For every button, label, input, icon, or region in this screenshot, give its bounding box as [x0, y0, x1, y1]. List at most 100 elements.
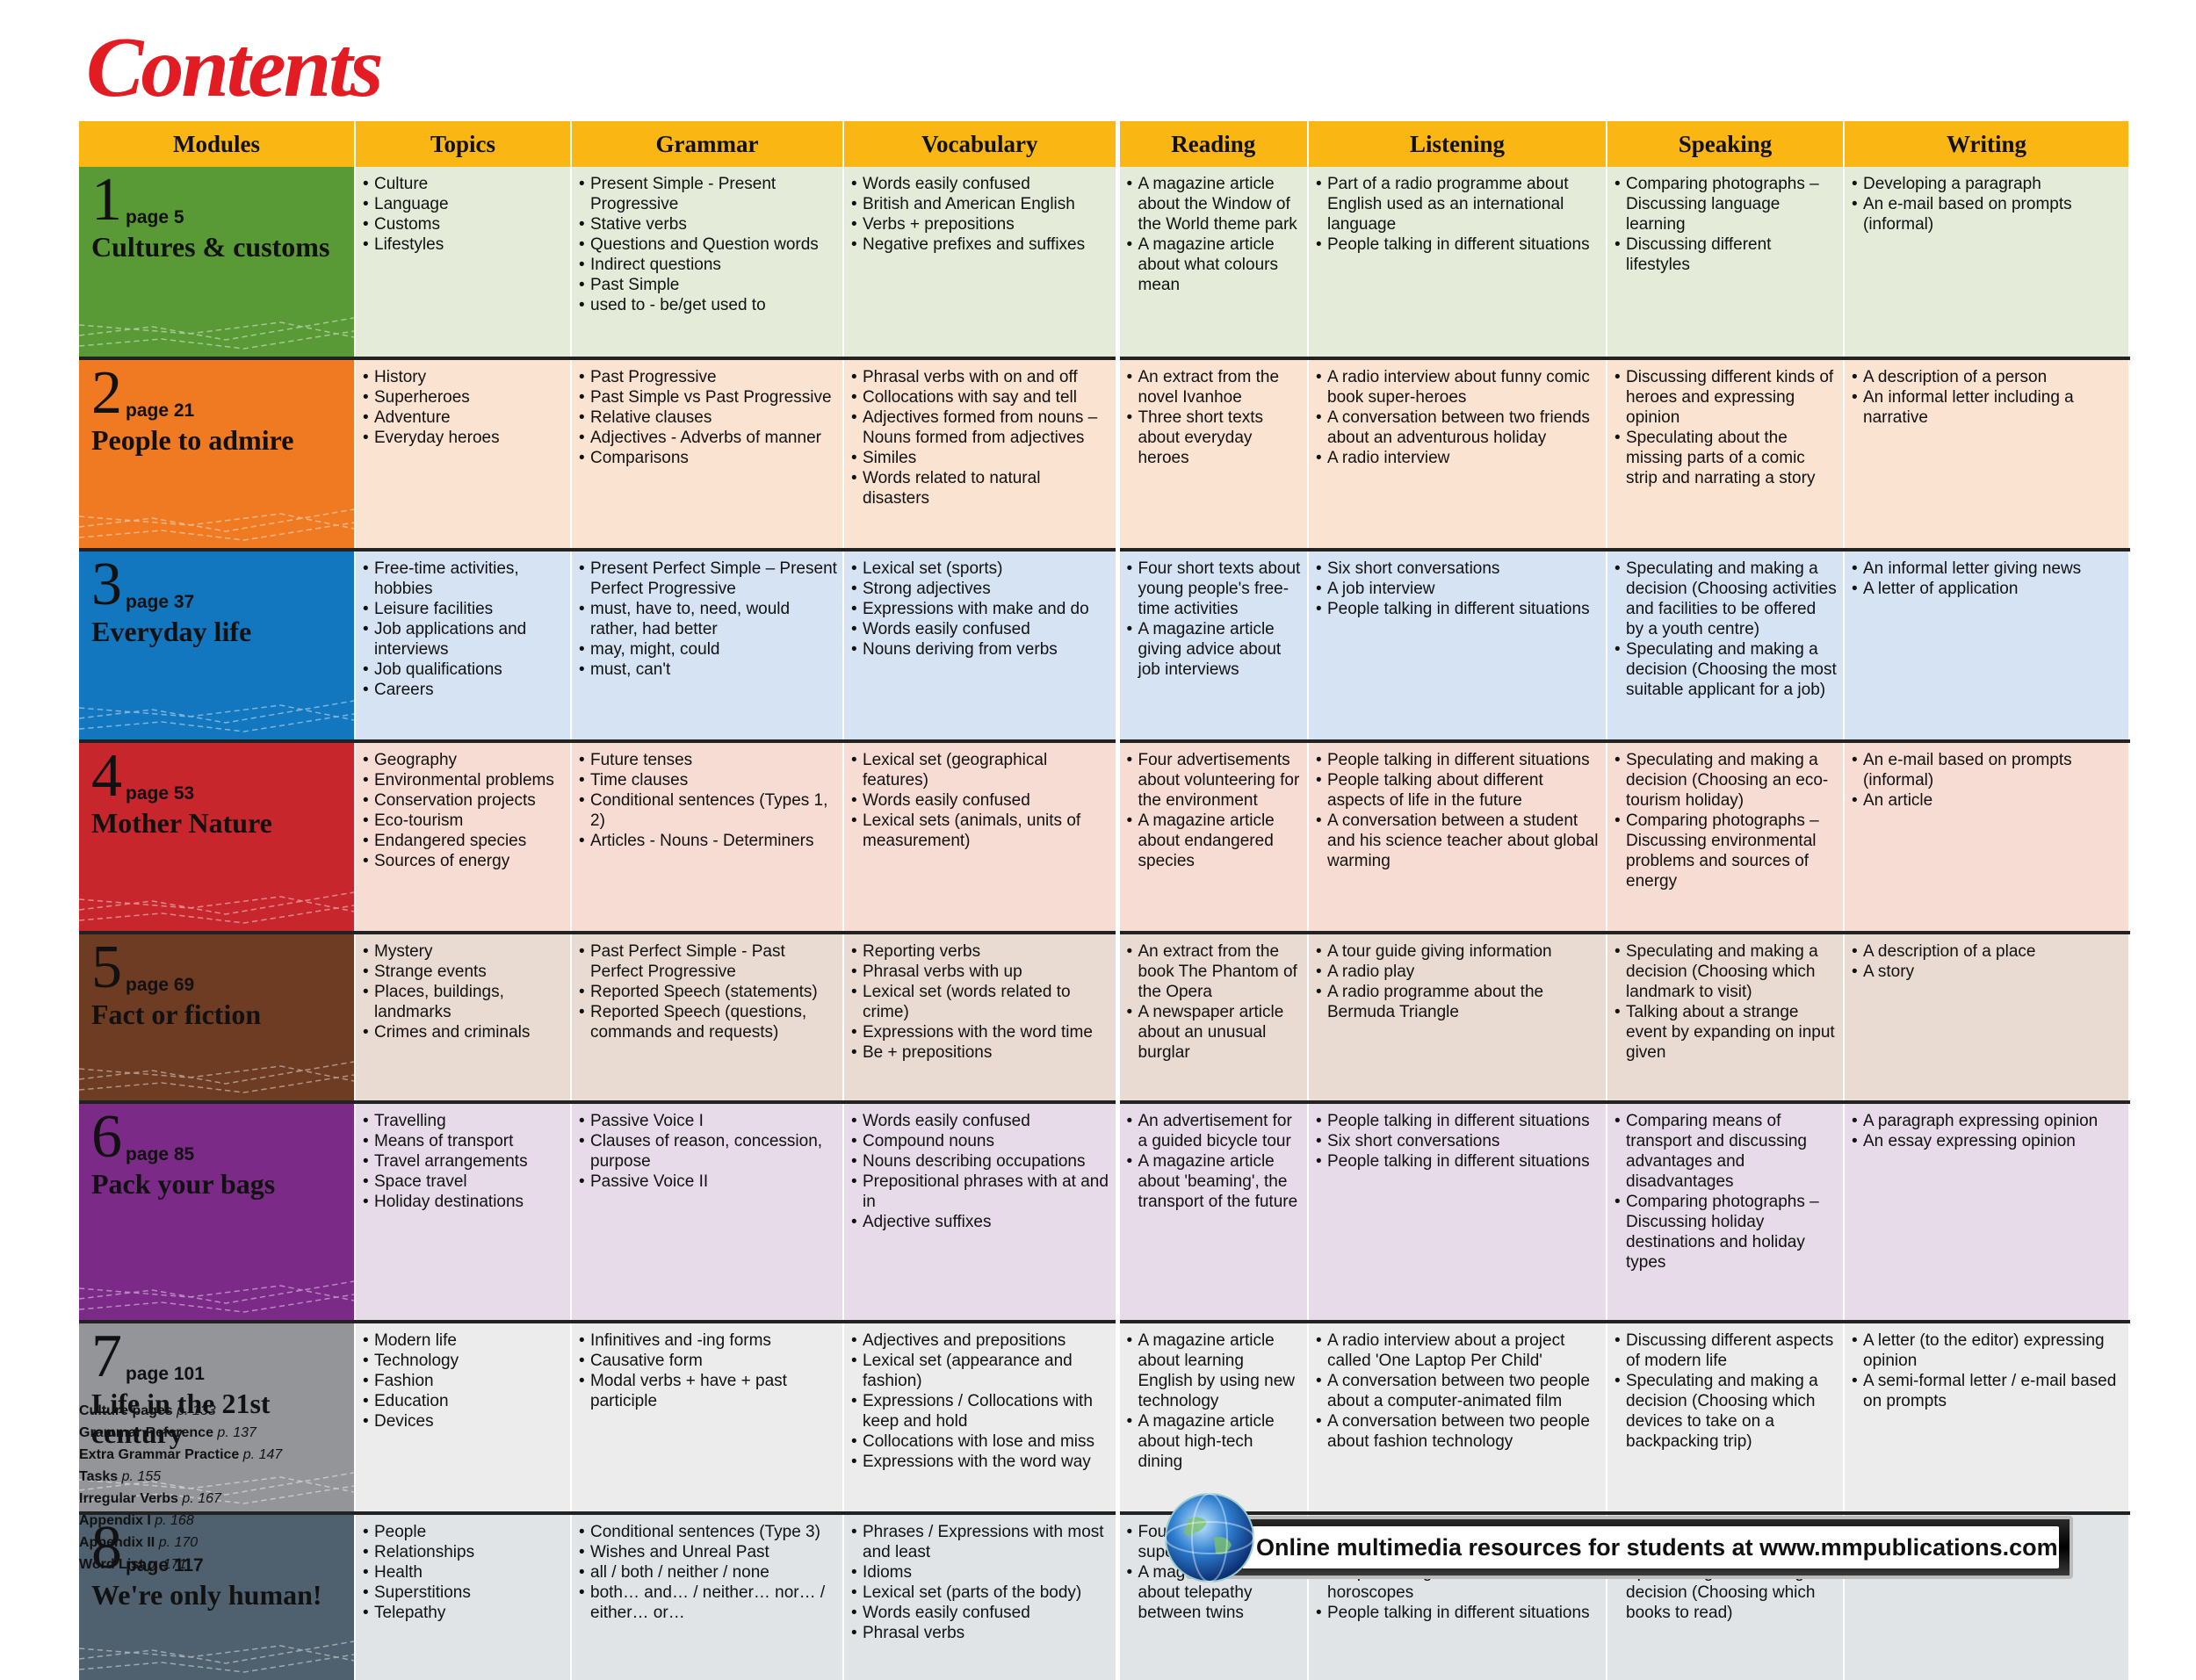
module-page[interactable]: page 117: [126, 1555, 204, 1575]
list-item: Six short conversations: [1316, 1131, 1600, 1151]
list-item: Expressions / Collocations with keep and…: [851, 1391, 1110, 1431]
list-item: A conversation between two friends about…: [1316, 407, 1600, 448]
decorative-lines: [79, 1061, 353, 1093]
module-page[interactable]: page 101: [126, 1364, 205, 1384]
list-item: Articles - Nouns - Determiners: [579, 831, 837, 851]
speaking-list: Speculating and making a decision (Choos…: [1614, 750, 1838, 891]
list-item: Reported Speech (statements): [579, 982, 837, 1002]
writing-list: A description of a placeA story: [1852, 941, 2123, 982]
list-item: Words easily confused: [851, 790, 1110, 811]
module-page[interactable]: page 21: [126, 400, 195, 421]
list-item: A letter of application: [1852, 579, 2123, 599]
resources-banner[interactable]: Online multimedia resources for students…: [1151, 1493, 2077, 1586]
module-cell: 2 page 21 People to admire: [79, 358, 356, 552]
appendix-item[interactable]: Extra Grammar Practice p. 147: [79, 1444, 282, 1466]
appendix-item[interactable]: Word List p. 171: [79, 1554, 282, 1575]
module-cell: 5 page 69 Fact or fiction: [79, 933, 356, 1104]
speaking-list: Discussing different kinds of heroes and…: [1614, 367, 1838, 488]
appendix-page: p. 168: [155, 1513, 194, 1528]
list-item: Technology: [363, 1351, 565, 1371]
module-number: 8: [91, 1514, 122, 1582]
writing-list: An informal letter giving newsA letter o…: [1852, 559, 2123, 599]
list-item: A magazine article giving advice about j…: [1127, 619, 1303, 680]
vocabulary-list: Lexical set (geographical features)Words…: [851, 750, 1110, 851]
list-item: Strong adjectives: [851, 579, 1110, 599]
appendix-item[interactable]: Appendix I p. 168: [79, 1510, 282, 1532]
vocabulary-cell: Words easily confusedBritish and America…: [843, 167, 1120, 360]
speaking-cell: Speculating and making a decision (Choos…: [1607, 933, 1845, 1104]
module-number: 6: [91, 1103, 122, 1171]
listening-list: A tour guide giving informationA radio p…: [1316, 941, 1600, 1022]
topics-cell: Modern lifeTechnologyFashionEducationDev…: [355, 1322, 572, 1515]
list-item: Expressions with make and do: [851, 599, 1110, 619]
list-item: Speculating and making a decision (Choos…: [1614, 639, 1838, 700]
writing-cell: A description of a placeA story: [1844, 933, 2130, 1104]
reading-list: A magazine article about learning Englis…: [1127, 1330, 1303, 1472]
vocabulary-list: Phrasal verbs with on and offCollocation…: [851, 367, 1110, 508]
writing-list: A description of a personAn informal let…: [1852, 367, 2123, 428]
list-item: Phrasal verbs: [851, 1623, 1110, 1643]
listening-cell: A radio interview about a project called…: [1308, 1322, 1607, 1515]
appendix-item[interactable]: Culture pages p. 133: [79, 1400, 282, 1422]
module-page[interactable]: page 37: [126, 592, 195, 612]
list-item: A radio interview about a project called…: [1316, 1330, 1600, 1371]
topics-cell: GeographyEnvironmental problemsConservat…: [355, 741, 572, 934]
vocabulary-cell: Words easily confusedCompound nounsNouns…: [843, 1102, 1120, 1323]
list-item: An informal letter including a narrative: [1852, 387, 2123, 428]
module-cell: 7 page 101 Life in the 21st century: [79, 1322, 356, 1515]
appendix-item[interactable]: Grammar Reference p. 137: [79, 1422, 282, 1444]
list-item: An extract from the novel Ivanhoe: [1127, 367, 1303, 407]
list-item: must, can't: [579, 660, 837, 680]
grammar-cell: Passive Voice IClauses of reason, conces…: [571, 1102, 844, 1323]
list-item: Means of transport: [363, 1131, 565, 1151]
module-page[interactable]: page 5: [126, 207, 184, 227]
list-item: People talking in different situations: [1316, 599, 1600, 619]
list-item: An advertisement for a guided bicycle to…: [1127, 1111, 1303, 1151]
grammar-cell: Present Simple - Present ProgressiveStat…: [571, 167, 844, 360]
appendix-item[interactable]: Irregular Verbs p. 167: [79, 1488, 282, 1510]
module-title: Fact or fiction: [91, 999, 262, 1030]
grammar-list: Past Perfect Simple - Past Perfect Progr…: [579, 941, 837, 1042]
decorative-lines: [79, 1280, 353, 1313]
list-item: Speculating and making a decision (Choos…: [1614, 559, 1838, 639]
contents-table: Modules Topics Grammar Vocabulary Reading Lis…: [79, 121, 2130, 1680]
grammar-list: Present Simple - Present ProgressiveStat…: [579, 174, 837, 315]
list-item: Endangered species: [363, 831, 565, 851]
module-page[interactable]: page 53: [126, 783, 195, 804]
list-item: Future tenses: [579, 750, 837, 770]
list-item: must, have to, need, would rather, had b…: [579, 599, 837, 639]
list-item: Words related to natural disasters: [851, 468, 1110, 508]
reading-list: An extract from the book The Phantom of …: [1127, 941, 1303, 1063]
decorative-lines: [79, 317, 353, 350]
list-item: Travelling: [363, 1111, 565, 1131]
list-item: Conservation projects: [363, 790, 565, 811]
reading-cell: An advertisement for a guided bicycle to…: [1117, 1102, 1309, 1323]
list-item: An article: [1852, 790, 2123, 811]
list-item: Superstitions: [363, 1583, 565, 1603]
listening-list: People talking in different situationsSi…: [1316, 1111, 1600, 1172]
list-item: Verbs + prepositions: [851, 214, 1110, 234]
appendix-page: p. 133: [177, 1403, 216, 1418]
list-item: British and American English: [851, 194, 1110, 214]
decorative-lines: [79, 1472, 353, 1504]
appendix-label: Grammar Reference: [79, 1425, 213, 1440]
topics-list: GeographyEnvironmental problemsConservat…: [363, 750, 565, 871]
list-item: Devices: [363, 1411, 565, 1431]
module-title: Everyday life: [91, 616, 252, 647]
grammar-cell: Infinitives and -ing formsCausative form…: [571, 1322, 844, 1515]
header-listening: Listening: [1308, 121, 1607, 167]
grammar-list: Present Perfect Simple – Present Perfect…: [579, 559, 837, 680]
decorative-lines: [79, 508, 353, 541]
reading-cell: An extract from the novel IvanhoeThree s…: [1117, 358, 1309, 552]
module-page[interactable]: page 85: [126, 1144, 195, 1164]
listening-cell: People talking in different situationsPe…: [1308, 741, 1607, 934]
list-item: Present Simple - Present Progressive: [579, 174, 837, 214]
appendix-label: Irregular Verbs: [79, 1491, 178, 1506]
list-item: A magazine article about high-tech dinin…: [1127, 1411, 1303, 1472]
list-item: A radio interview: [1316, 448, 1600, 468]
module-page[interactable]: page 69: [126, 975, 195, 995]
appendix-item[interactable]: Tasks p. 155: [79, 1466, 282, 1488]
appendix-item[interactable]: Appendix II p. 170: [79, 1532, 282, 1554]
